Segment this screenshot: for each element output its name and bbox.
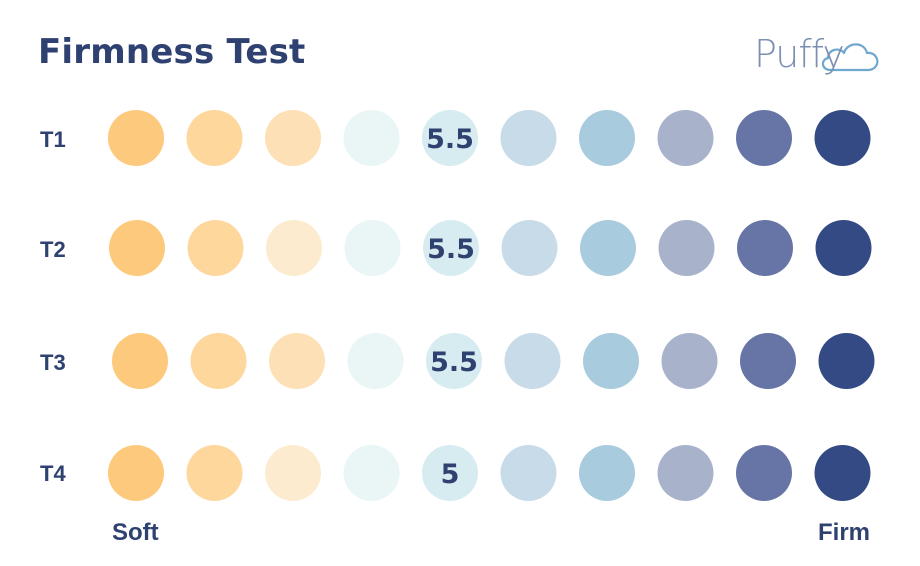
firmness-dot-t3-10 xyxy=(818,333,875,389)
firmness-dot-t2-8 xyxy=(658,220,715,276)
firmness-dot-t3-2 xyxy=(190,333,247,389)
firmness-dot-t2-10 xyxy=(815,220,872,276)
firmness-dot-t1-2 xyxy=(186,110,243,166)
firmness-dot-t1-1 xyxy=(108,110,164,166)
chart-title: Firmness Test xyxy=(38,32,306,72)
firmness-dot-t2-1 xyxy=(109,220,165,276)
firmness-dot-t1-3 xyxy=(265,110,321,166)
firmness-dot-t2-6 xyxy=(501,220,558,276)
firmness-value-t4: 5 xyxy=(441,459,460,490)
firmness-dot-t3-3 xyxy=(269,333,325,389)
firmness-dot-t3-7 xyxy=(583,333,639,389)
firmness-dot-t4-7 xyxy=(579,445,635,501)
row-label-t4: T4 xyxy=(40,461,66,486)
firmness-dot-t1-4 xyxy=(343,110,400,166)
firmness-dot-t3-1 xyxy=(112,333,168,389)
row-label-t2: T2 xyxy=(40,237,66,262)
firmness-dot-t4-1 xyxy=(108,445,164,501)
row-label-t1: T1 xyxy=(40,127,66,152)
firmness-dot-t1-10 xyxy=(814,110,871,166)
row-label-t3: T3 xyxy=(40,350,66,375)
firmness-dot-t4-8 xyxy=(657,445,714,501)
soft-label: Soft xyxy=(112,519,159,546)
firmness-dot-t1-7 xyxy=(579,110,635,166)
firmness-dot-t4-5 xyxy=(422,445,478,501)
firmness-dot-t3-9 xyxy=(740,333,796,389)
firmness-dot-t2-4 xyxy=(344,220,401,276)
firmness-dot-t4-10 xyxy=(814,445,871,501)
firmness-dot-t2-9 xyxy=(737,220,793,276)
puffy-logo: Puffy xyxy=(752,22,884,84)
firmness-value-t3: 5.5 xyxy=(430,347,478,378)
firm-label: Firm xyxy=(818,519,871,546)
firmness-dot-t4-6 xyxy=(500,445,557,501)
firmness-dot-t2-5 xyxy=(423,220,479,276)
firmness-dot-t4-4 xyxy=(343,445,400,501)
firmness-dot-t2-2 xyxy=(187,220,244,276)
firmness-dot-t3-8 xyxy=(661,333,718,389)
firmness-dot-t3-6 xyxy=(504,333,561,389)
logo-text: Puffy xyxy=(754,32,845,76)
firmness-dot-t2-3 xyxy=(266,220,322,276)
firmness-value-t2: 5.5 xyxy=(427,234,475,265)
firmness-dot-t3-5 xyxy=(426,333,482,389)
firmness-dot-t3-4 xyxy=(347,333,404,389)
firmness-dot-t1-8 xyxy=(657,110,714,166)
firmness-dot-t1-5 xyxy=(422,110,478,166)
firmness-dot-t1-6 xyxy=(500,110,557,166)
firmness-dot-t1-9 xyxy=(736,110,792,166)
firmness-value-t1: 5.5 xyxy=(426,124,474,155)
cloud-icon xyxy=(821,43,879,72)
firmness-dot-t4-9 xyxy=(736,445,792,501)
firmness-dot-t2-7 xyxy=(580,220,636,276)
firmness-dot-t4-2 xyxy=(186,445,243,501)
firmness-dot-t4-3 xyxy=(265,445,321,501)
